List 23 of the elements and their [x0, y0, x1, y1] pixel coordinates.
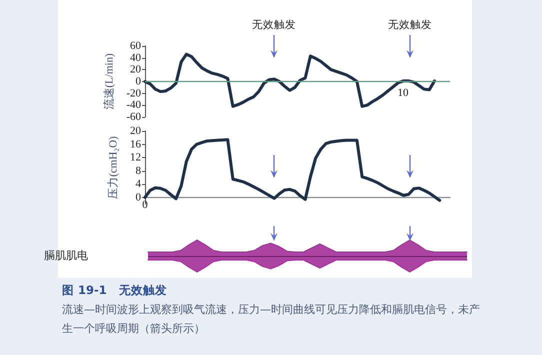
caption: 图 19-1 无效触发 — [62, 283, 167, 298]
text: 无效触发 — [388, 18, 432, 32]
annotation: 10 — [398, 87, 408, 99]
y-tick-label: -20 — [126, 87, 142, 100]
y-tick-label: 0 — [136, 191, 142, 204]
y-tick-label: 40 — [130, 52, 142, 64]
text: 无效触发 — [252, 18, 296, 32]
y-tick-label: 4 — [136, 178, 142, 190]
y-tick-label: -40 — [126, 99, 142, 112]
y-axis-title: 膈肌肌电 — [44, 249, 88, 262]
line-series — [144, 52, 436, 108]
y-tick-label: 12 — [130, 152, 141, 164]
line-series — [144, 138, 442, 202]
y-tick-label: 8 — [136, 164, 142, 177]
y-tick-label: 0 — [136, 76, 142, 88]
y-tick-label: 60 — [130, 40, 142, 52]
y-tick-label: -60 — [126, 111, 142, 123]
y-tick-label: 20 — [130, 125, 142, 137]
y-tick-label: 16 — [130, 138, 142, 150]
y-tick-label: 20 — [130, 64, 142, 76]
y-axis-title: 流速(L/min) — [102, 53, 116, 110]
y-axis-title: 压力(cmH₂O) — [106, 136, 120, 199]
text: 流速—时间波形上观察到吸气流速，压力—时间曲线可见压力降低和膈肌电信号，未产生一个呼吸周期（箭头所示） — [62, 302, 481, 337]
